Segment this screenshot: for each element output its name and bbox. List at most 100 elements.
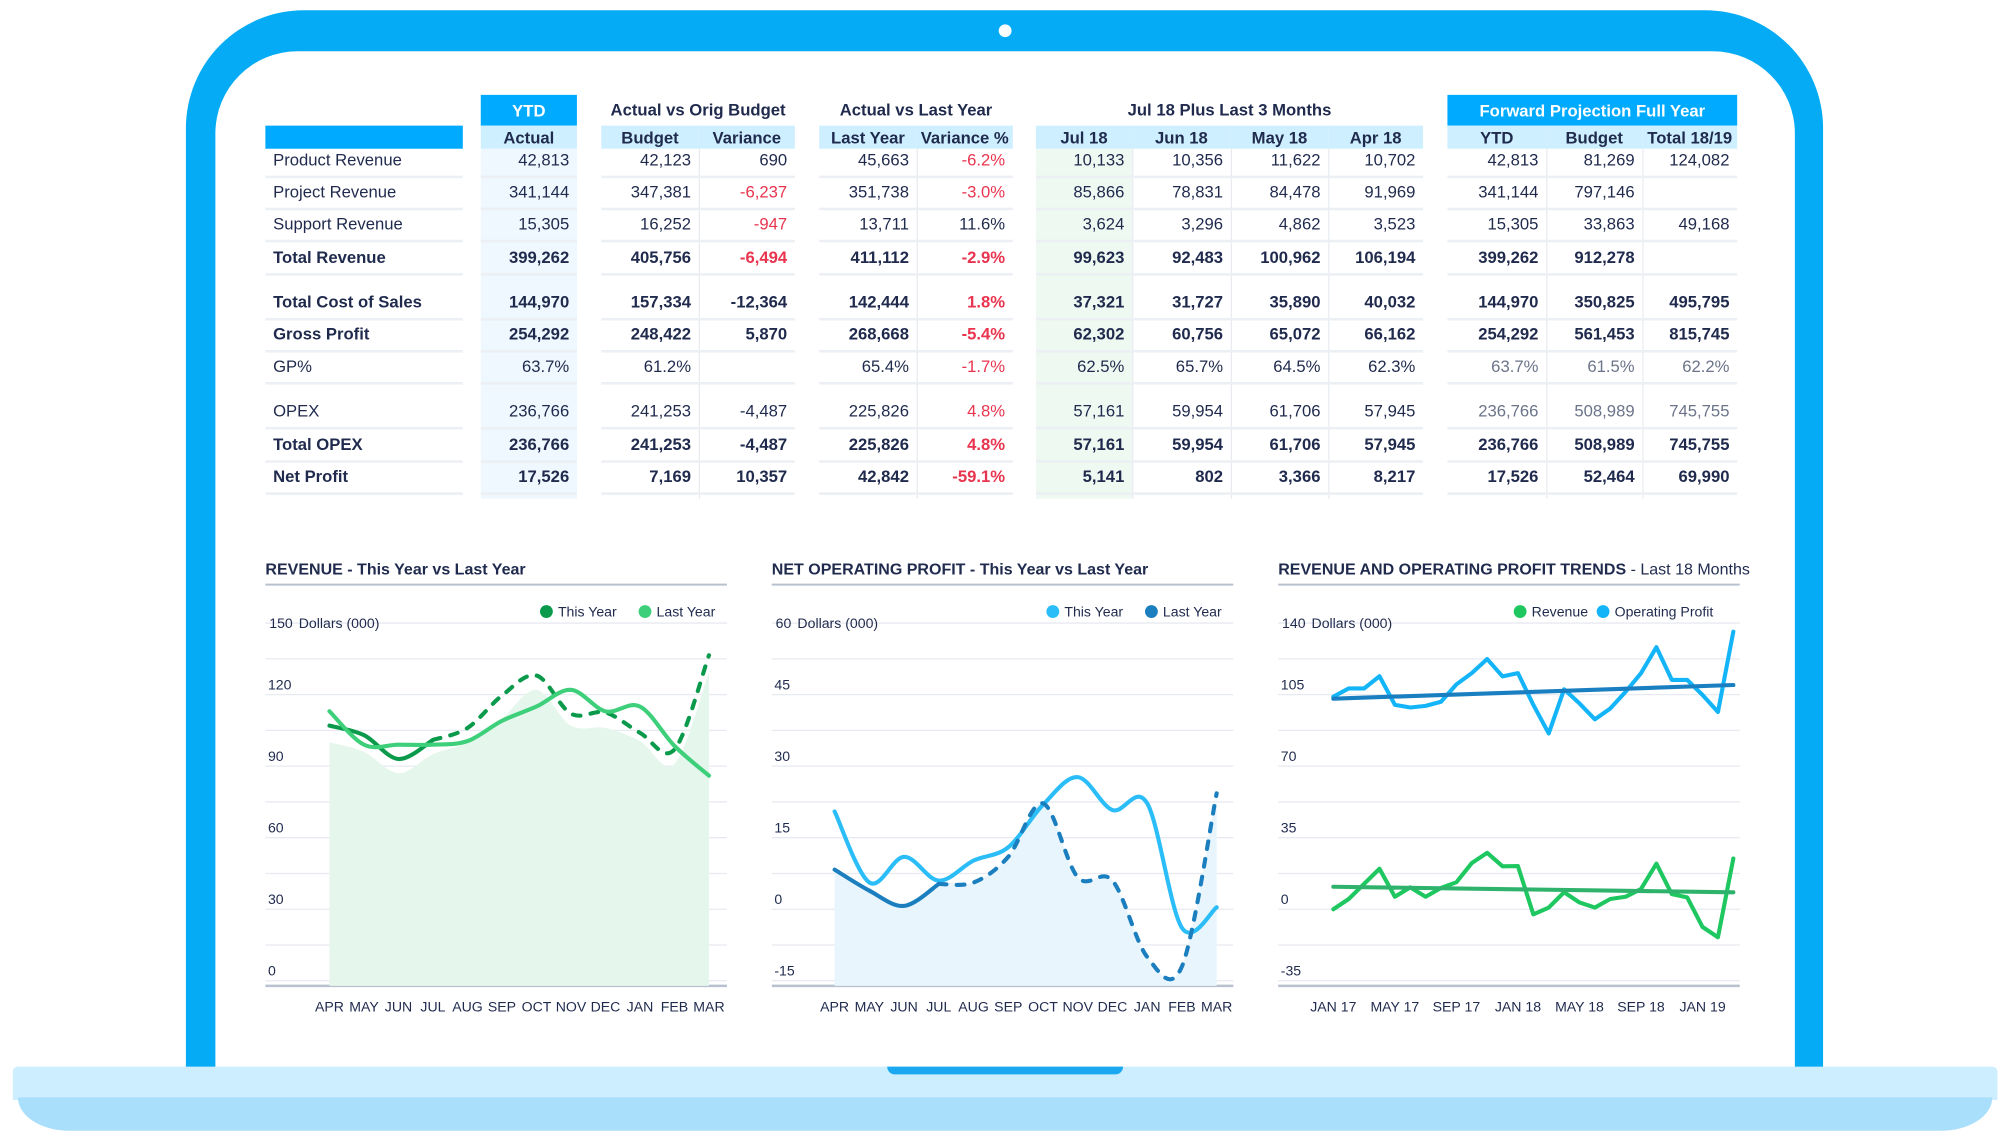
chart-area (834, 793, 1217, 986)
row-separator (265, 239, 463, 242)
table-cell: 57,161 (1073, 433, 1125, 454)
row-separator (265, 491, 463, 495)
row-separator (480, 349, 577, 352)
table-cell: 91,969 (1364, 181, 1416, 201)
camera-dot (998, 24, 1012, 38)
x-tick-label: DEC (1098, 999, 1128, 1015)
series-line-last-year-projected (936, 791, 1219, 982)
table-cell: 10,702 (1364, 149, 1416, 169)
table-cell: 3,296 (1181, 213, 1224, 233)
row-separator (480, 272, 577, 275)
legend-dot-icon (1596, 605, 1610, 618)
column-header: Variance % (916, 125, 1013, 149)
row-separator (265, 381, 463, 384)
row-label: Gross Profit (273, 323, 370, 343)
table-cell: 411,112 (850, 246, 909, 267)
table-cell: 347,381 (630, 181, 692, 201)
legend-dot-icon (539, 605, 553, 618)
row-separator (265, 459, 463, 463)
table-cell: -947 (753, 213, 788, 233)
y-axis-label: Dollars (000) (797, 615, 878, 631)
table-cell: 7,169 (649, 466, 692, 486)
column-header: Actual (480, 125, 577, 149)
table-cell: 52,464 (1583, 466, 1635, 486)
y-tick-label: 0 (774, 891, 782, 907)
row-label: Support Revenue (273, 213, 403, 233)
column-header: Jun 18 (1132, 125, 1231, 149)
row-label: GP% (273, 355, 312, 375)
table-cell: 4.8% (967, 433, 1006, 454)
x-tick-label: JUL (926, 999, 951, 1015)
y-tick-label: 30 (774, 748, 790, 764)
column-header: Apr 18 (1328, 125, 1424, 149)
ytd-group-header: YTD (480, 94, 577, 126)
table-cell: 399,262 (508, 246, 570, 267)
table-cell: 144,970 (508, 291, 570, 311)
column-divider (1230, 148, 1233, 499)
row-separator (1035, 272, 1424, 275)
y-tick-label: 105 (1281, 676, 1305, 692)
chart-title: NET OPERATING PROFIT - This Year vs Last… (772, 560, 1148, 578)
table-cell: 399,262 (1478, 246, 1539, 267)
table-cell (1642, 240, 1737, 272)
row-separator (265, 349, 463, 352)
row-separator (1447, 426, 1738, 429)
table-cell: 241,253 (630, 400, 692, 420)
column-divider (916, 148, 918, 499)
row-label: OPEX (273, 400, 320, 420)
y-tick-label: 120 (268, 676, 292, 692)
legend-dot-icon (1144, 605, 1158, 618)
y-tick-label: 90 (268, 748, 284, 764)
column-divider (1546, 148, 1548, 499)
x-tick-label: SEP 18 (1617, 999, 1665, 1015)
row-separator (1447, 381, 1738, 384)
table-cell: 341,144 (1478, 181, 1539, 201)
series-line-this-year (832, 775, 1219, 935)
y-tick-label: 60 (776, 615, 792, 631)
table-cell: 57,161 (1073, 400, 1125, 420)
table-cell: 63.7% (521, 355, 570, 375)
column-header: Last Year (819, 125, 917, 149)
row-separator (1447, 174, 1738, 178)
y-axis-label: Dollars (000) (299, 615, 380, 631)
row-separator (1447, 349, 1738, 352)
table-cell: 11.6% (959, 213, 1006, 233)
net-operating-profit-chart: NET OPERATING PROFIT - This Year vs Last… (771, 551, 1236, 1025)
table-cell: -6.2% (961, 149, 1006, 169)
row-separator (265, 317, 463, 320)
row-separator (480, 174, 577, 178)
y-tick-label: 60 (268, 820, 284, 836)
x-tick-label: JUN (890, 999, 917, 1015)
table-cell: 78,831 (1172, 181, 1224, 201)
table-cell: 690 (759, 149, 788, 169)
series-line-this-year-projected (430, 653, 712, 756)
table-cell: 236,766 (508, 400, 570, 420)
x-tick-label: APR (820, 999, 849, 1015)
table-cell: 912,278 (1574, 246, 1635, 267)
table-cell: 254,292 (508, 323, 570, 343)
trend-line-operating-profit (1331, 682, 1736, 701)
row-separator (819, 381, 1013, 384)
revenue-chart-svg: REVENUE - This Year vs Last Year 0 30 60 90 1… (265, 560, 727, 1015)
x-tick-label: APR (315, 999, 344, 1015)
table-cell: 66,162 (1364, 323, 1416, 343)
column-divider (1328, 148, 1330, 499)
table-cell: 92,483 (1172, 246, 1224, 267)
table-cell: 15,305 (518, 213, 570, 233)
table-cell: 62.2% (1682, 355, 1730, 375)
legend-dot-icon (1513, 605, 1527, 618)
table-cell: -59.1% (952, 466, 1006, 486)
table-cell: 5,870 (745, 323, 788, 343)
row-separator (601, 491, 795, 495)
row-separator (819, 272, 1013, 275)
x-tick-label: JAN 17 (1310, 999, 1356, 1015)
table-cell: 508,989 (1574, 433, 1635, 454)
table-cell: 85,866 (1073, 181, 1125, 201)
row-separator (601, 239, 795, 242)
y-tick-label: 35 (1281, 820, 1297, 836)
x-tick-label: SEP (488, 999, 516, 1015)
table-cell: 42,813 (518, 149, 570, 169)
row-label: Product Revenue (273, 149, 402, 169)
legend-label: Last Year (657, 604, 716, 620)
table-cell: 17,526 (518, 466, 570, 486)
